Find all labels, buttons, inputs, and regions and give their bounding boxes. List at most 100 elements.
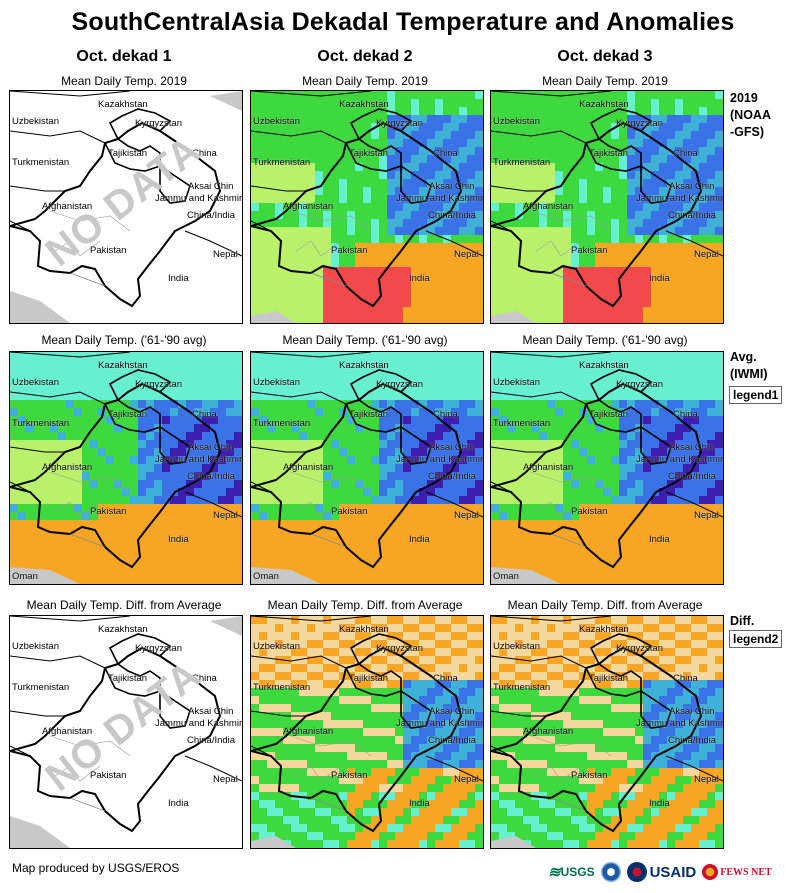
map-label-china: China — [192, 673, 217, 684]
map-label-china_india: China/India — [668, 471, 717, 482]
map-label-jammu: Jammu and Kashmir — [396, 454, 484, 465]
legend2-button[interactable]: legend2 — [729, 630, 783, 648]
map-label-tajikistan: Tajikistan — [108, 148, 148, 159]
map-label-nepal: Nepal — [454, 774, 479, 785]
footer-credit: Map produced by USGS/EROS — [12, 861, 180, 875]
map-label-pakistan: Pakistan — [571, 770, 608, 781]
map-label-tajikistan: Tajikistan — [349, 409, 389, 420]
map-label-china_india: China/India — [428, 210, 477, 221]
noaa-logo-icon — [600, 862, 621, 882]
map-label-jammu: Jammu and Kashmir — [155, 454, 243, 465]
map-label-kyrgyzstan: Kyrgyzstan — [376, 643, 423, 654]
map-label-jammu: Jammu and Kashmir — [396, 718, 484, 729]
map-label-kyrgyzstan: Kyrgyzstan — [616, 118, 663, 129]
map-label-kyrgyzstan: Kyrgyzstan — [135, 643, 182, 654]
map-label-nepal: Nepal — [213, 774, 238, 785]
map-label-kazakhstan: Kazakhstan — [98, 360, 148, 371]
map-label-aksai_chin: Aksai Chin — [429, 442, 475, 453]
map-label-oman: Oman — [253, 571, 279, 582]
logo-strip: ≋ USGS USAID FEWS NET — [548, 858, 778, 886]
row-label-diff: Diff. — [730, 613, 754, 630]
map-label-uzbekistan: Uzbekistan — [493, 377, 540, 388]
map-label-uzbekistan: Uzbekistan — [253, 641, 300, 652]
map-label-oman: Oman — [493, 571, 519, 582]
map-label-turkmenistan: Turkmenistan — [493, 682, 551, 693]
map-label-tajikistan: Tajikistan — [349, 673, 389, 684]
usaid-logo: USAID — [626, 862, 697, 882]
map-label-kazakhstan: Kazakhstan — [579, 360, 629, 371]
map-label-uzbekistan: Uzbekistan — [253, 116, 300, 127]
map-panel-r2-c2: Kazakhstan Uzbekistan Kyrgyzstan Turkmenist… — [490, 615, 724, 849]
map-label-tajikistan: Tajikistan — [108, 409, 148, 420]
map-label-afghanistan: Afghanistan — [283, 462, 334, 473]
map-label-china: China — [192, 148, 217, 159]
map-label-aksai_chin: Aksai Chin — [429, 181, 475, 192]
column-header-dekad3: Oct. dekad 3 — [557, 48, 653, 65]
map-label-afghanistan: Afghanistan — [42, 726, 93, 737]
map-label-jammu: Jammu and Kashmir — [155, 193, 243, 204]
map-label-oman: Oman — [12, 571, 38, 582]
map-label-pakistan: Pakistan — [571, 245, 608, 256]
map-label-turkmenistan: Turkmenistan — [12, 418, 70, 429]
map-label-pakistan: Pakistan — [90, 245, 127, 256]
map-label-jammu: Jammu and Kashmir — [636, 718, 724, 729]
map-label-aksai_chin: Aksai Chin — [669, 442, 715, 453]
usgs-logo-text: USGS — [560, 865, 595, 879]
map-label-aksai_chin: Aksai Chin — [429, 706, 475, 717]
map-label-turkmenistan: Turkmenistan — [253, 157, 311, 168]
map-label-pakistan: Pakistan — [331, 245, 368, 256]
map-label-pakistan: Pakistan — [331, 506, 368, 517]
map-label-kazakhstan: Kazakhstan — [98, 99, 148, 110]
map-label-afghanistan: Afghanistan — [283, 201, 334, 212]
usgs-logo: ≋ USGS — [548, 864, 595, 881]
map-label-kazakhstan: Kazakhstan — [579, 99, 629, 110]
map-label-china: China — [673, 673, 698, 684]
subtitle-r0c1: Mean Daily Temp. 2019 — [302, 74, 428, 88]
map-label-aksai_chin: Aksai Chin — [669, 706, 715, 717]
map-label-nepal: Nepal — [694, 774, 719, 785]
map-label-china: China — [673, 409, 698, 420]
column-header-dekad2: Oct. dekad 2 — [317, 48, 413, 65]
map-label-india: India — [409, 798, 430, 809]
legend1-button[interactable]: legend1 — [729, 386, 783, 404]
map-label-india: India — [649, 798, 670, 809]
map-label-kyrgyzstan: Kyrgyzstan — [616, 379, 663, 390]
map-label-jammu: Jammu and Kashmir — [396, 193, 484, 204]
map-label-india: India — [409, 273, 430, 284]
subtitle-r0c0: Mean Daily Temp. 2019 — [61, 74, 187, 88]
map-label-uzbekistan: Uzbekistan — [12, 116, 59, 127]
map-label-kyrgyzstan: Kyrgyzstan — [616, 643, 663, 654]
map-label-afghanistan: Afghanistan — [523, 726, 574, 737]
map-label-turkmenistan: Turkmenistan — [12, 682, 70, 693]
map-label-nepal: Nepal — [694, 249, 719, 260]
map-label-india: India — [168, 534, 189, 545]
map-label-uzbekistan: Uzbekistan — [253, 377, 300, 388]
map-label-uzbekistan: Uzbekistan — [12, 377, 59, 388]
map-label-china_india: China/India — [668, 210, 717, 221]
subtitle-r2c0: Mean Daily Temp. Diff. from Average — [26, 598, 222, 612]
map-label-pakistan: Pakistan — [331, 770, 368, 781]
map-label-tajikistan: Tajikistan — [589, 148, 629, 159]
map-panel-r1-c1: Kazakhstan Uzbekistan Kyrgyzstan Turkmenist… — [250, 351, 484, 585]
map-label-tajikistan: Tajikistan — [589, 409, 629, 420]
map-label-afghanistan: Afghanistan — [42, 462, 93, 473]
usaid-logo-text: USAID — [649, 863, 697, 881]
map-label-afghanistan: Afghanistan — [283, 726, 334, 737]
map-label-china_india: China/India — [187, 210, 236, 221]
map-label-kazakhstan: Kazakhstan — [339, 99, 389, 110]
map-label-china: China — [673, 148, 698, 159]
map-panel-r2-c1: Kazakhstan Uzbekistan Kyrgyzstan Turkmenist… — [250, 615, 484, 849]
map-label-india: India — [168, 273, 189, 284]
subtitle-r1c0: Mean Daily Temp. ('61-'90 avg) — [41, 333, 207, 347]
row-label-line: Diff. — [730, 614, 755, 628]
map-label-afghanistan: Afghanistan — [523, 201, 574, 212]
map-label-india: India — [168, 798, 189, 809]
map-label-turkmenistan: Turkmenistan — [493, 157, 551, 168]
subtitle-r1c1: Mean Daily Temp. ('61-'90 avg) — [282, 333, 448, 347]
map-panel-r0-c0: Kazakhstan Uzbekistan Kyrgyzstan Turkmenist… — [9, 90, 243, 324]
map-label-china: China — [192, 409, 217, 420]
map-label-tajikistan: Tajikistan — [349, 148, 389, 159]
subtitle-r2c1: Mean Daily Temp. Diff. from Average — [267, 598, 463, 612]
map-label-uzbekistan: Uzbekistan — [493, 641, 540, 652]
map-label-china_india: China/India — [187, 735, 236, 746]
